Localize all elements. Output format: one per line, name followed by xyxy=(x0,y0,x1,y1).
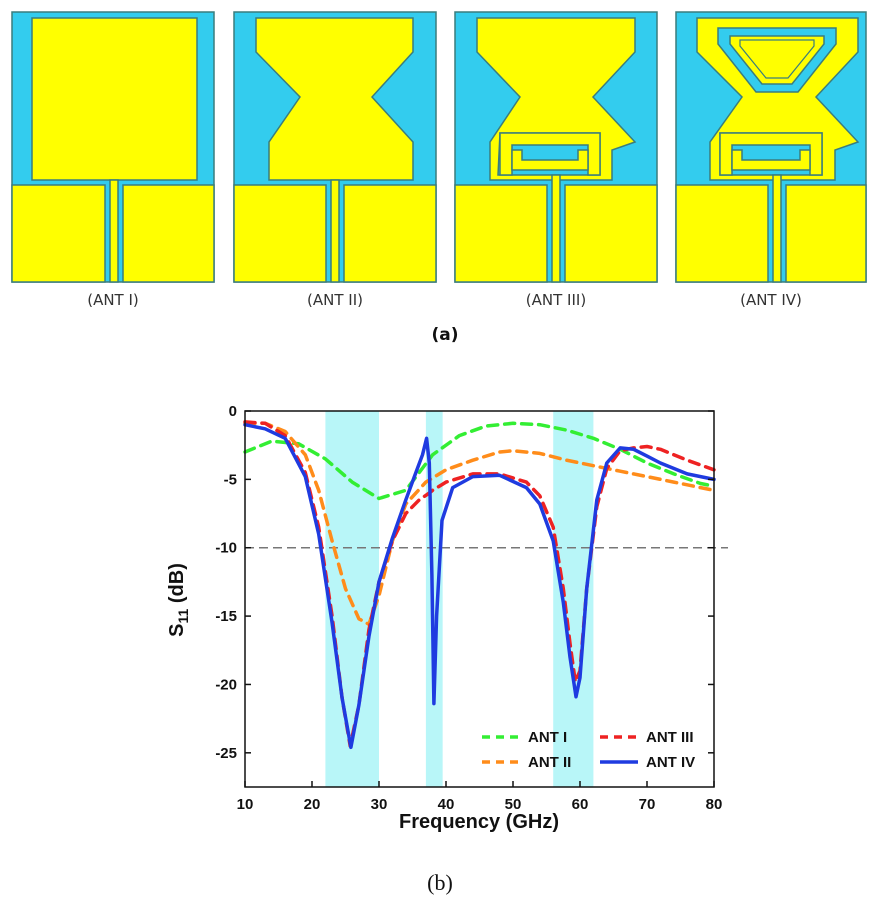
y-tick-label: -15 xyxy=(215,608,237,625)
ant-2-drawing xyxy=(233,11,437,283)
series-group xyxy=(243,420,716,750)
x-axis-ticks: 10 20 30 40 50 60 70 80 xyxy=(237,781,723,813)
y-axis-title: S11 (dB) xyxy=(166,563,191,637)
x-tick-label: 60 xyxy=(572,796,589,813)
x-axis-title: Frequency (GHz) xyxy=(399,811,559,833)
legend-label: ANT IV xyxy=(646,754,695,771)
y-tick-label: 0 xyxy=(229,403,237,420)
x-tick-label: 10 xyxy=(237,796,254,813)
ant-2-label: (ANT II) xyxy=(307,291,363,309)
series-line-ant-ii xyxy=(243,421,716,627)
ant-4-label: (ANT IV) xyxy=(740,291,802,309)
legend-label: ANT III xyxy=(646,729,694,746)
y-tick-label: -20 xyxy=(215,676,237,693)
highlight-bands xyxy=(325,411,594,787)
series-line-ant-iii xyxy=(243,420,716,748)
y-axis-title-main: S xyxy=(166,624,188,637)
y-axis-ticks: 0 -5 -10 -15 -20 -25 xyxy=(215,403,714,762)
panel-a-label: (a) xyxy=(431,325,458,345)
series-line-ant-i xyxy=(243,421,716,501)
y-axis-title-subscript: 11 xyxy=(175,608,191,623)
x-tick-label: 20 xyxy=(304,796,321,813)
legend-label: ANT I xyxy=(528,729,567,746)
highlight-band-1 xyxy=(325,411,379,787)
y-tick-label: -5 xyxy=(224,471,237,488)
ant-1-label: (ANT I) xyxy=(87,291,139,309)
x-tick-label: 70 xyxy=(639,796,656,813)
legend: ANT I ANT III ANT II ANT IV xyxy=(482,729,695,771)
x-tick-label: 80 xyxy=(706,796,723,813)
panel-b-label: (b) xyxy=(427,870,453,895)
x-tick-label: 30 xyxy=(371,796,388,813)
y-tick-label: -10 xyxy=(215,540,237,557)
y-tick-label: -25 xyxy=(215,745,237,762)
antenna-layouts: (ANT I) (ANT II) (ANT III) (ANT IV) (a) xyxy=(11,11,867,345)
plot-frame xyxy=(244,410,715,788)
legend-label: ANT II xyxy=(528,754,571,771)
x-tick-label: 40 xyxy=(438,796,455,813)
y-axis-title-unit: (dB) xyxy=(166,563,188,609)
x-tick-label: 50 xyxy=(505,796,522,813)
ant-3-drawing xyxy=(454,11,658,283)
ant-3-label: (ANT III) xyxy=(526,291,586,309)
ant-1-drawing xyxy=(11,11,215,283)
ant-4-drawing xyxy=(675,11,867,283)
series-line-ant-iv xyxy=(243,422,716,750)
